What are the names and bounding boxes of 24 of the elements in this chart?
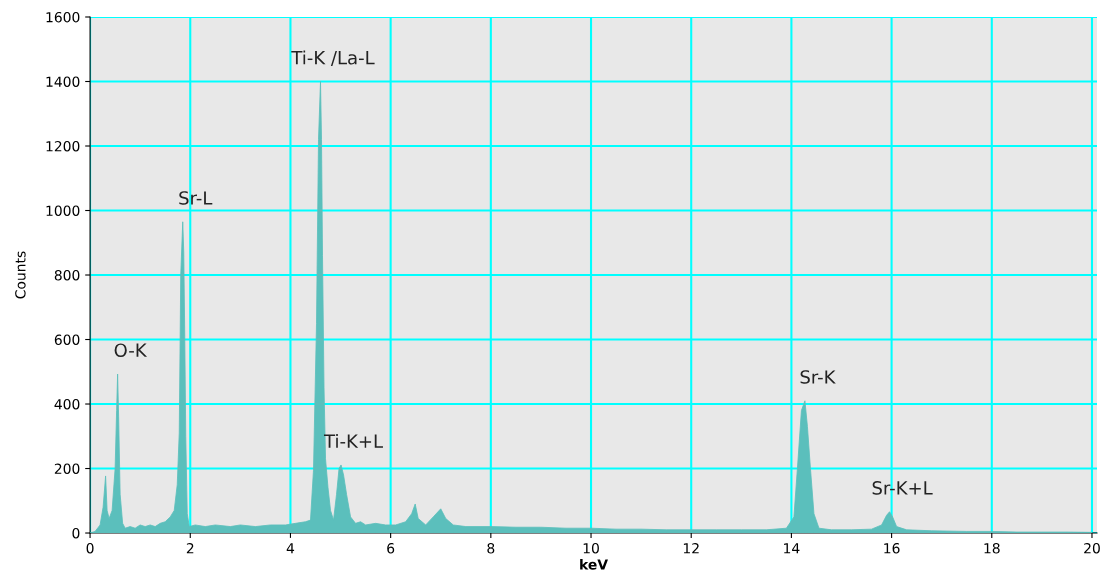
y-tick-label: 0 xyxy=(72,527,80,539)
x-tick-label: 0 xyxy=(86,542,94,554)
annotation: O-K xyxy=(114,343,148,358)
annotation: Sr-K xyxy=(800,370,836,384)
x-tick-label: 20 xyxy=(1084,542,1100,554)
x-tick-label: 8 xyxy=(487,542,495,554)
x-tick-label: 18 xyxy=(984,542,1000,554)
x-tick-label: 6 xyxy=(387,542,395,554)
x-tick-label: 16 xyxy=(884,542,900,554)
x-tick-label: 2 xyxy=(186,542,194,554)
y-tick-label: 600 xyxy=(54,334,80,345)
x-tick-label: 12 xyxy=(683,542,699,554)
x-tick-label: 4 xyxy=(286,543,295,554)
y-tick-label: 1400 xyxy=(46,76,80,87)
y-tick-label: 1600 xyxy=(46,11,80,23)
y-axis-title: Counts xyxy=(15,251,26,299)
x-axis-title: keV xyxy=(580,558,608,570)
x-tick-label: 10 xyxy=(583,542,599,554)
y-tick-label: 800 xyxy=(54,269,80,281)
x-tick-label: 14 xyxy=(784,543,800,554)
y-tick-label: 1000 xyxy=(46,205,80,216)
y-tick-label: 1200 xyxy=(46,140,80,152)
y-tick-label: 400 xyxy=(54,398,80,410)
y-tick-label: 200 xyxy=(54,463,80,474)
